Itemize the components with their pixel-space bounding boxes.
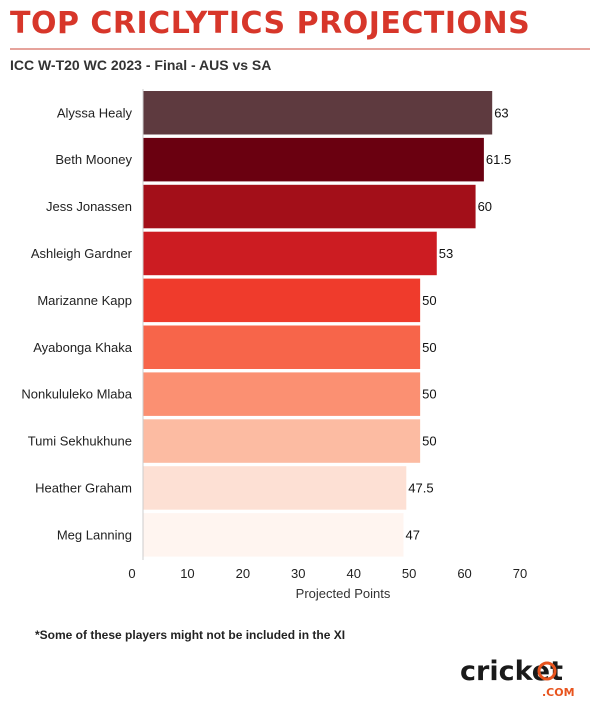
logo-domain: .COM [542, 686, 575, 699]
value-label-7: 50 [422, 434, 436, 449]
x-tick-1: 10 [180, 566, 194, 581]
footnote: *Some of these players might not be incl… [35, 628, 346, 642]
bar-0 [143, 91, 493, 135]
bar-3 [143, 231, 437, 276]
x-tick-2: 20 [236, 566, 250, 581]
page-title: TOP CRICLYTICS PROJECTIONS [10, 6, 531, 41]
value-label-9: 47 [406, 527, 420, 542]
x-tick-3: 30 [291, 566, 305, 581]
x-tick-5: 50 [402, 566, 416, 581]
category-label-7: Tumi Sekhukhune [28, 434, 132, 449]
bar-4 [143, 278, 421, 323]
logo-wordmark: cricket [460, 656, 563, 687]
bar-6 [143, 372, 421, 416]
x-tick-0: 0 [128, 566, 135, 581]
category-label-1: Beth Mooney [55, 152, 132, 167]
value-label-8: 47.5 [408, 480, 433, 495]
category-label-5: Ayabonga Khaka [33, 340, 133, 355]
category-label-4: Marizanne Kapp [37, 293, 132, 308]
category-label-3: Ashleigh Gardner [31, 246, 133, 261]
value-label-3: 53 [439, 246, 453, 261]
title-divider [10, 48, 590, 50]
chart-subtitle: ICC W-T20 WC 2023 - Final - AUS vs SA [10, 57, 272, 73]
category-label-0: Alyssa Healy [57, 105, 133, 120]
value-label-5: 50 [422, 340, 436, 355]
value-label-6: 50 [422, 387, 436, 402]
category-label-8: Heather Graham [35, 480, 132, 495]
value-label-1: 61.5 [486, 152, 511, 167]
value-label-0: 63 [494, 105, 508, 120]
projection-bar-chart: Alyssa Healy 63 Beth Mooney 61.5 Jess Jonass… [21, 89, 527, 601]
bar-2 [143, 184, 476, 229]
x-tick-4: 40 [346, 566, 360, 581]
cricket-com-logo: cricket .COM [460, 656, 575, 699]
bar-8 [143, 466, 407, 510]
x-tick-7: 70 [513, 566, 527, 581]
bar-5 [143, 325, 421, 369]
bar-7 [143, 419, 421, 463]
bar-1 [143, 137, 484, 182]
cricket-ball-icon [537, 661, 557, 681]
bar-9 [143, 513, 404, 557]
value-label-2: 60 [478, 199, 492, 214]
category-label-6: Nonkululeko Mlaba [21, 387, 132, 402]
category-label-2: Jess Jonassen [46, 199, 132, 214]
value-label-4: 50 [422, 293, 436, 308]
x-axis-label: Projected Points [296, 586, 391, 601]
category-label-9: Meg Lanning [57, 527, 132, 542]
x-tick-6: 60 [457, 566, 471, 581]
